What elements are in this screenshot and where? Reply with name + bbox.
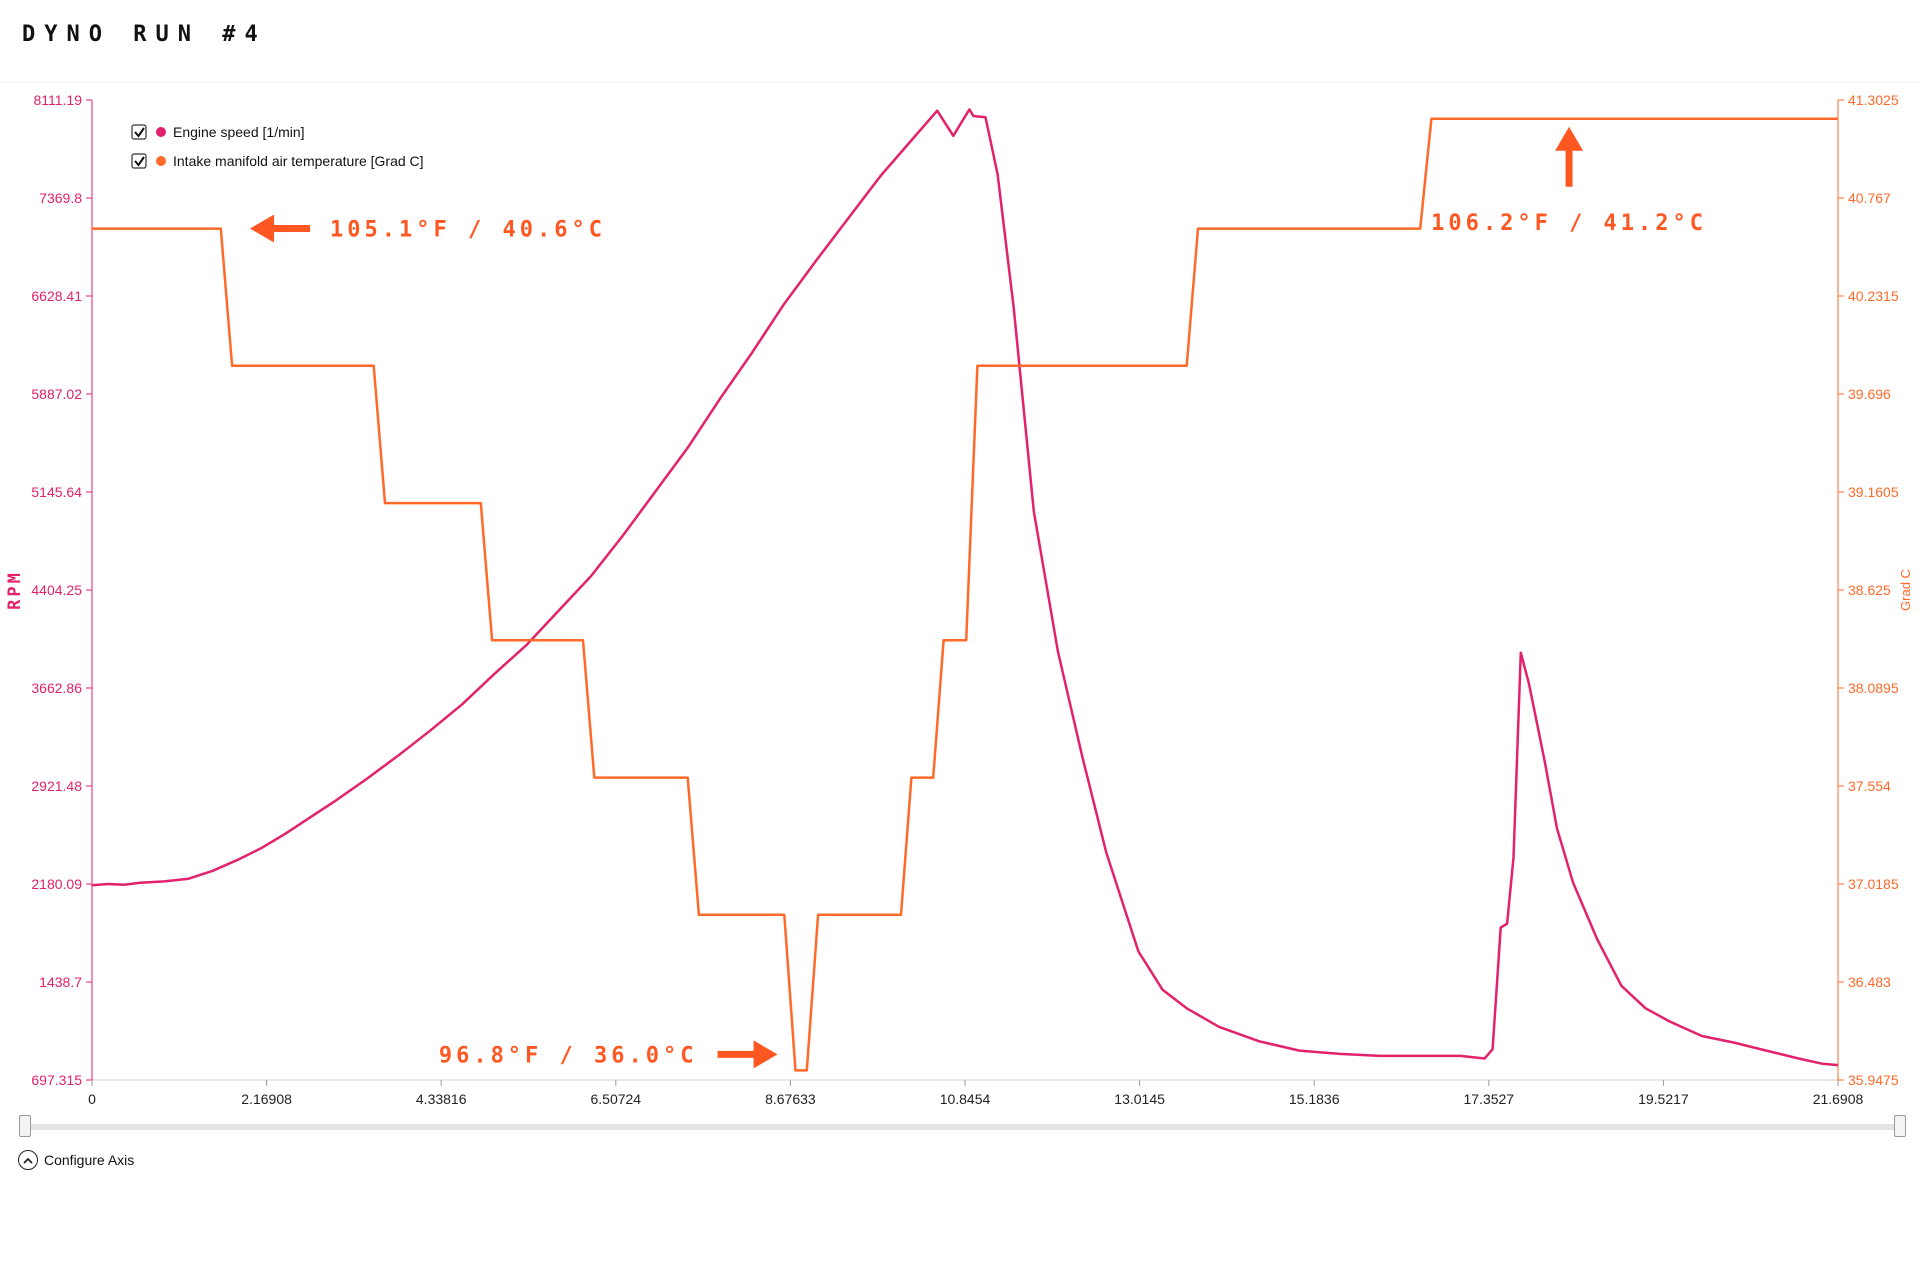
- x-tick-label: 21.6908: [1813, 1091, 1864, 1107]
- x-tick-label: 6.50724: [590, 1091, 641, 1107]
- y-left-tick-label: 6628.41: [31, 288, 82, 304]
- range-slider-end-handle[interactable]: [1894, 1115, 1906, 1137]
- y-left-tick-label: 697.315: [31, 1072, 82, 1088]
- y-right-tick-label: 40.767: [1848, 190, 1891, 206]
- y-left-tick-label: 8111.19: [33, 92, 82, 108]
- y-right-tick-label: 41.3025: [1848, 92, 1899, 108]
- configure-axis-label: Configure Axis: [44, 1152, 135, 1168]
- configure-axis-button[interactable]: Configure Axis: [18, 1150, 134, 1170]
- y-left-tick-label: 2180.09: [31, 876, 82, 892]
- series-line-intake-temp: [92, 117, 1838, 1072]
- y-left-tick-label: 7369.8: [39, 190, 82, 206]
- y-left-tick-label: 4404.25: [31, 582, 82, 598]
- y-left-tick-label: 5887.02: [31, 386, 82, 402]
- x-tick-label: 10.8454: [940, 1091, 991, 1107]
- y-right-tick-label: 35.9475: [1848, 1072, 1899, 1088]
- arrow-up-icon: [1555, 126, 1584, 151]
- page-title: DYNO RUN #4: [22, 22, 267, 47]
- arrow-left-icon: [250, 214, 275, 243]
- annotation-label: 105.1°F / 40.6°C: [330, 218, 606, 243]
- legend-swatch-rpm: [156, 127, 166, 137]
- y-right-axis-title: Grad C: [1898, 569, 1913, 611]
- x-tick-label: 2.16908: [241, 1091, 292, 1107]
- y-right-tick-label: 39.696: [1848, 386, 1891, 402]
- x-tick-label: 17.3527: [1463, 1091, 1514, 1107]
- series-layer: [91, 108, 1839, 1072]
- y-right-tick-label: 36.483: [1848, 974, 1891, 990]
- legend-label-temp: Intake manifold air temperature [Grad C]: [173, 153, 424, 169]
- annotation-label: 106.2°F / 41.2°C: [1431, 211, 1707, 236]
- y-right-tick-label: 37.0185: [1848, 876, 1899, 892]
- y-right-tick-label: 38.625: [1848, 582, 1891, 598]
- y-left-tick-label: 1438.7: [39, 974, 82, 990]
- y-right-tick-label: 40.2315: [1848, 288, 1899, 304]
- y-right-tick-label: 37.554: [1848, 778, 1891, 794]
- legend-label-rpm: Engine speed [1/min]: [173, 124, 305, 140]
- annotation: 106.2°F / 41.2°C: [1431, 126, 1707, 236]
- y-left-tick-label: 5145.64: [31, 484, 82, 500]
- checkmark-icon: [134, 156, 145, 167]
- annotation: 96.8°F / 36.0°C: [439, 1040, 778, 1069]
- annotations: 105.1°F / 40.6°C 106.2°F / 41.2°C 96.8°F /…: [250, 126, 1707, 1069]
- x-tick-label: 13.0145: [1114, 1091, 1165, 1107]
- annotation: 105.1°F / 40.6°C: [250, 214, 606, 243]
- x-tick-label: 0: [88, 1091, 96, 1107]
- range-slider-track[interactable]: [28, 1124, 1898, 1130]
- legend: Engine speed [1/min] Intake manifold air…: [131, 124, 424, 169]
- range-slider-start-handle[interactable]: [19, 1115, 31, 1137]
- x-tick-label: 8.67633: [765, 1091, 816, 1107]
- legend-item-rpm[interactable]: Engine speed [1/min]: [131, 124, 305, 140]
- arrow-right-icon: [753, 1040, 778, 1069]
- series-line-engine-speed: [91, 108, 1839, 1067]
- y-left-tick-label: 2921.48: [31, 778, 82, 794]
- axes: 0 2.16908 4.33816 6.50724 8.67633 10.8454 13.0…: [5, 92, 1913, 1107]
- y-left-tick-label: 3662.86: [31, 680, 82, 696]
- chevron-up-icon: [18, 1150, 38, 1170]
- x-tick-label: 4.33816: [416, 1091, 467, 1107]
- x-tick-label: 19.5217: [1638, 1091, 1689, 1107]
- dyno-chart: 0 2.16908 4.33816 6.50724 8.67633 10.8454 13.0…: [0, 81, 1920, 1107]
- checkmark-icon: [134, 127, 145, 138]
- y-left-axis-title: RPM: [5, 570, 25, 610]
- y-right-tick-label: 38.0895: [1848, 680, 1899, 696]
- legend-item-temp[interactable]: Intake manifold air temperature [Grad C]: [131, 153, 424, 169]
- x-tick-label: 15.1836: [1289, 1091, 1340, 1107]
- annotation-label: 96.8°F / 36.0°C: [439, 1043, 698, 1068]
- legend-swatch-temp: [156, 156, 166, 166]
- y-right-tick-label: 39.1605: [1848, 484, 1899, 500]
